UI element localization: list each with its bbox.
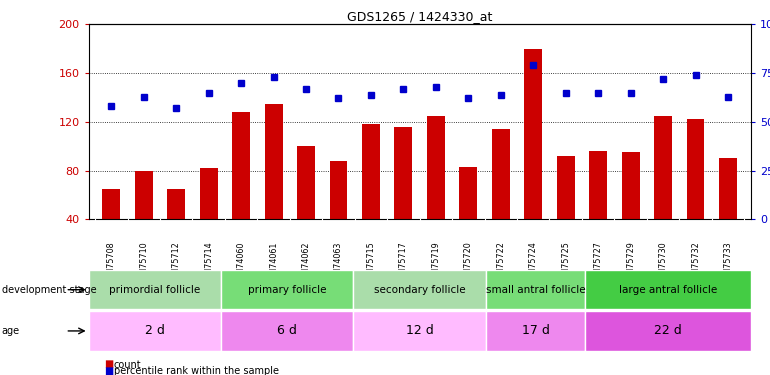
Bar	[330, 161, 347, 219]
Bar	[89, 311, 221, 351]
Bar	[524, 49, 542, 219]
Text: GSM75732: GSM75732	[691, 242, 700, 285]
Text: age: age	[2, 326, 20, 336]
Text: GSM75708: GSM75708	[107, 242, 116, 285]
Bar	[460, 167, 477, 219]
Bar	[233, 112, 250, 219]
Text: GSM75719: GSM75719	[431, 242, 440, 285]
Bar	[557, 156, 574, 219]
Text: ■: ■	[104, 360, 113, 369]
Text: GSM74062: GSM74062	[302, 242, 310, 285]
Text: GSM75722: GSM75722	[497, 242, 505, 285]
Text: GSM74063: GSM74063	[334, 242, 343, 285]
Bar	[135, 171, 152, 219]
Text: GSM75724: GSM75724	[529, 242, 537, 285]
Bar	[486, 311, 585, 351]
Text: small antral follicle: small antral follicle	[486, 285, 585, 295]
Bar	[427, 116, 445, 219]
Bar	[221, 270, 353, 309]
Bar	[585, 311, 751, 351]
Text: GSM75725: GSM75725	[561, 242, 571, 285]
Text: GSM75712: GSM75712	[172, 242, 181, 285]
Bar	[353, 311, 486, 351]
Text: 12 d: 12 d	[406, 324, 434, 338]
Bar	[297, 146, 315, 219]
Bar	[589, 151, 607, 219]
Text: GSM75714: GSM75714	[204, 242, 213, 285]
Bar	[719, 158, 737, 219]
Bar	[654, 116, 672, 219]
Bar	[102, 189, 120, 219]
Bar	[265, 104, 283, 219]
Text: 6 d: 6 d	[277, 324, 297, 338]
Text: GSM75727: GSM75727	[594, 242, 603, 285]
Bar	[199, 168, 218, 219]
Text: GSM74060: GSM74060	[236, 242, 246, 285]
Text: primary follicle: primary follicle	[248, 285, 326, 295]
Bar	[585, 270, 751, 309]
Bar	[394, 127, 413, 219]
Text: large antral follicle: large antral follicle	[619, 285, 717, 295]
Bar	[353, 270, 486, 309]
Text: GSM75729: GSM75729	[626, 242, 635, 285]
Text: count: count	[114, 360, 142, 369]
Bar	[492, 129, 510, 219]
Text: secondary follicle: secondary follicle	[374, 285, 465, 295]
Text: percentile rank within the sample: percentile rank within the sample	[114, 366, 279, 375]
Text: GSM75717: GSM75717	[399, 242, 408, 285]
Text: ■: ■	[104, 366, 113, 375]
Text: GSM75715: GSM75715	[367, 242, 376, 285]
Bar	[486, 270, 585, 309]
Text: 17 d: 17 d	[521, 324, 550, 338]
Bar	[167, 189, 185, 219]
Bar	[89, 270, 221, 309]
Text: GSM75733: GSM75733	[724, 242, 732, 285]
Text: 22 d: 22 d	[654, 324, 682, 338]
Text: GSM75710: GSM75710	[139, 242, 149, 285]
Text: development stage: development stage	[2, 285, 96, 295]
Title: GDS1265 / 1424330_at: GDS1265 / 1424330_at	[347, 10, 492, 23]
Bar	[221, 311, 353, 351]
Text: GSM75720: GSM75720	[464, 242, 473, 285]
Text: 2 d: 2 d	[145, 324, 165, 338]
Text: primordial follicle: primordial follicle	[109, 285, 200, 295]
Text: GSM75730: GSM75730	[658, 242, 668, 285]
Bar	[687, 119, 705, 219]
Bar	[362, 124, 380, 219]
Bar	[621, 152, 640, 219]
Text: GSM74061: GSM74061	[269, 242, 278, 285]
